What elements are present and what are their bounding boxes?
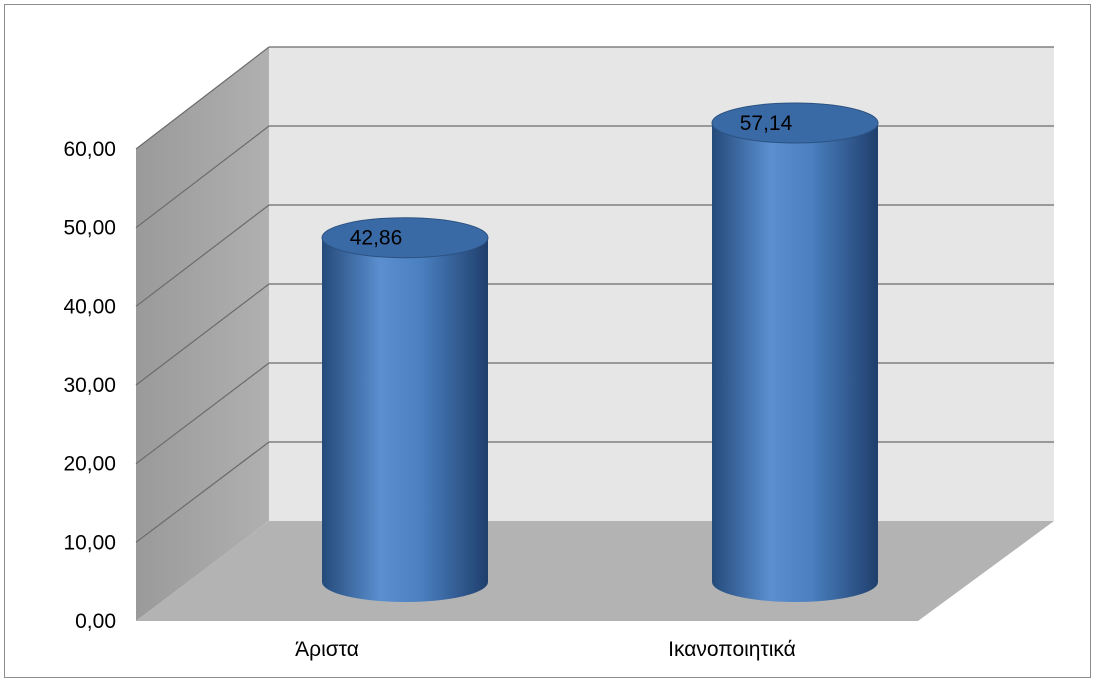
gridline-side bbox=[135, 46, 270, 150]
bar-body bbox=[712, 122, 878, 602]
gridline-side bbox=[135, 441, 270, 543]
bar-top bbox=[321, 217, 489, 259]
gridline-side bbox=[135, 362, 270, 465]
chart-frame: 0,00 10,00 20,00 30,00 40,00 50,00 60,00 Άριστ… bbox=[4, 4, 1091, 678]
x-axis-ticks: Άριστα Ικανοποιητικά bbox=[295, 638, 796, 661]
bar-body bbox=[322, 237, 488, 602]
floor bbox=[136, 521, 1054, 621]
y-tick-label: 50,00 bbox=[63, 217, 116, 240]
x-tick-label: Ικανοποιητικά bbox=[668, 638, 796, 661]
bar-top bbox=[711, 102, 879, 144]
data-labels: 42,86 57,14 bbox=[350, 112, 793, 250]
y-axis-ticks: 0,00 10,00 20,00 30,00 40,00 50,00 60,00 bbox=[63, 138, 116, 633]
y-tick-label: 10,00 bbox=[63, 531, 116, 554]
y-tick-label: 60,00 bbox=[63, 138, 116, 161]
y-tick-label: 0,00 bbox=[75, 610, 116, 633]
gridline-side bbox=[135, 125, 270, 229]
data-label-1: 57,14 bbox=[740, 112, 793, 135]
bar-1 bbox=[711, 102, 879, 602]
data-label-0: 42,86 bbox=[350, 227, 403, 250]
gridline-side bbox=[135, 283, 270, 386]
bars bbox=[321, 102, 879, 602]
x-tick-label: Άριστα bbox=[295, 638, 359, 661]
chart-plot: 0,00 10,00 20,00 30,00 40,00 50,00 60,00 Άριστ… bbox=[63, 46, 1054, 661]
y-tick-label: 40,00 bbox=[63, 295, 116, 318]
chart-walls bbox=[136, 47, 1054, 621]
gridline-side bbox=[135, 204, 270, 307]
bar-0 bbox=[321, 217, 489, 602]
y-tick-label: 20,00 bbox=[63, 453, 116, 476]
y-tick-label: 30,00 bbox=[63, 374, 116, 397]
